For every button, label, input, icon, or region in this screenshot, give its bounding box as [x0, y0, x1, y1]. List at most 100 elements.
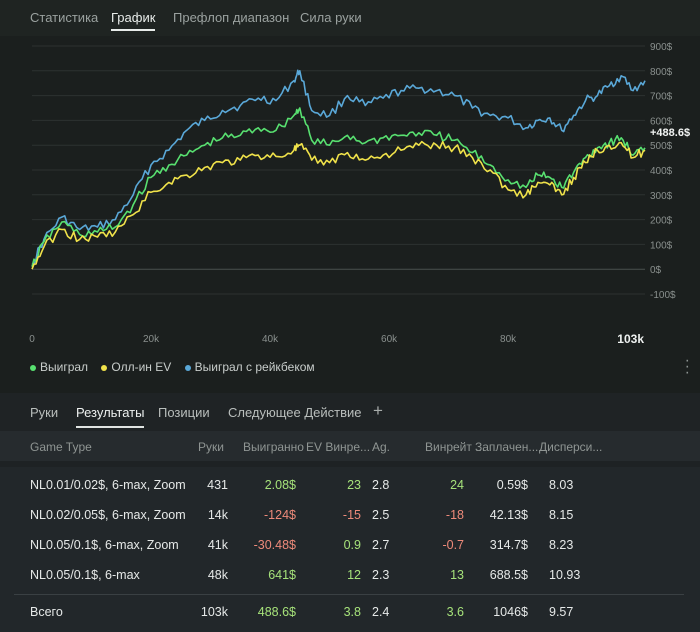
top-tab-bar: Статистика График Префлоп диапазон Сила … — [0, 0, 700, 36]
cell-won: -30.48$ — [253, 538, 296, 552]
cell-winrate: 13 — [450, 568, 464, 582]
cell-game-type: Всего — [30, 605, 63, 619]
cell-aggression: 2.3 — [372, 568, 390, 582]
cell-paid: 42.13$ — [489, 508, 528, 522]
cell-paid: 1046$ — [493, 605, 528, 619]
cell-dispersion: 10.93 — [549, 568, 581, 582]
legend-item-won[interactable]: Выиграл — [30, 360, 88, 374]
more-options-icon[interactable]: · · · — [684, 352, 690, 381]
x-tick-label: 20k — [143, 334, 160, 345]
cell-game-type: NL0.05/0.1$, 6-max — [30, 568, 140, 582]
y-tick-label: 100$ — [650, 240, 673, 251]
cell-paid: 0.59$ — [496, 478, 528, 492]
cell-hands: 41k — [207, 538, 228, 552]
series-line-1 — [31, 107, 646, 267]
tab-results[interactable]: Результаты — [76, 405, 145, 428]
add-tab-button[interactable]: + — [373, 401, 383, 420]
x-tick-label: 40k — [262, 334, 279, 345]
legend-label: Выиграл с рейкбеком — [194, 360, 315, 374]
cell-dispersion: 8.23 — [549, 538, 574, 552]
x-tick-label-current: 103k — [617, 332, 644, 346]
total-divider — [14, 594, 684, 595]
y-tick-label: 800$ — [650, 67, 673, 78]
legend-label: Выиграл — [40, 360, 89, 374]
col-header-paid[interactable]: Заплачен... — [475, 440, 539, 454]
tab-next-action[interactable]: Следующее Действие — [228, 405, 362, 420]
tab-positions[interactable]: Позиции — [158, 405, 210, 420]
cell-hands: 103k — [200, 605, 228, 619]
table-row[interactable]: NL0.01/0.02$, 6-max, Zoom 431 2.08$ 23 2.8 24… — [0, 469, 700, 499]
table-row[interactable]: NL0.05/0.1$, 6-max, Zoom 41k -30.48$ 0.9 2.7… — [0, 529, 700, 559]
table-row[interactable]: NL0.02/0.05$, 6-max, Zoom 14k -124$ -15 2.5 -… — [0, 499, 700, 529]
cell-aggression: 2.4 — [372, 605, 390, 619]
y-tick-label: 300$ — [650, 191, 673, 202]
cell-ev-winrate: 23 — [347, 478, 361, 492]
y-tick-label: 500$ — [650, 141, 673, 152]
y-tick-label: 900$ — [650, 42, 673, 53]
cell-aggression: 2.8 — [372, 478, 390, 492]
cell-winrate: -18 — [445, 508, 464, 522]
cell-dispersion: 9.57 — [549, 605, 574, 619]
results-panel: Руки Результаты Позиции Следующее Действ… — [0, 393, 700, 632]
cell-dispersion: 8.03 — [549, 478, 574, 492]
col-header-won[interactable]: Выигранно — [243, 440, 304, 454]
cell-won: 641$ — [268, 568, 296, 582]
cell-dispersion: 8.15 — [549, 508, 574, 522]
col-header-hands[interactable]: Руки — [198, 440, 224, 454]
table-row[interactable]: NL0.05/0.1$, 6-max 48k 641$ 12 2.3 13 688.5$ 10… — [0, 559, 700, 589]
table-header-row — [0, 431, 700, 461]
legend-dot-icon — [184, 364, 191, 371]
y-tick-label: 600$ — [650, 116, 673, 127]
cell-hands: 48k — [207, 568, 228, 582]
cell-winrate: 3.6 — [446, 605, 464, 619]
cell-ev-winrate: 3.8 — [343, 605, 361, 619]
cell-game-type: NL0.02/0.05$, 6-max, Zoom — [30, 508, 186, 522]
cell-ev-winrate: -15 — [342, 508, 361, 522]
col-header-winrate[interactable]: Винрейт ... — [425, 440, 486, 454]
col-header-ev-winrate[interactable]: EV Винре... — [306, 440, 371, 454]
cell-aggression: 2.7 — [372, 538, 390, 552]
legend-dot-icon — [30, 364, 36, 371]
legend-dot-icon — [101, 364, 108, 371]
table-total-row[interactable]: Всего 103k 488.6$ 3.8 2.4 3.6 1046$ 9.57 — [0, 596, 700, 626]
tab-statistics[interactable]: Статистика — [30, 10, 99, 25]
x-tick-label: 60k — [381, 334, 398, 345]
legend-item-allin-ev[interactable]: Олл-ин EV — [101, 360, 171, 374]
y-tick-label: 200$ — [650, 216, 673, 227]
cell-winrate: 24 — [450, 478, 464, 492]
series-line-2 — [31, 140, 646, 270]
tab-hands[interactable]: Руки — [30, 405, 59, 420]
chart-svg: 900$ 800$ 700$ 600$ 500$ 400$ 300$ 200$ 100$ 0$ -1… — [29, 42, 690, 346]
cell-won: 2.08$ — [264, 478, 296, 492]
x-tick-label: 0 — [29, 334, 35, 345]
current-value-label: +488.6$ — [650, 127, 690, 139]
cell-aggression: 2.5 — [372, 508, 390, 522]
cell-game-type: NL0.05/0.1$, 6-max, Zoom — [30, 538, 179, 552]
cell-ev-winrate: 12 — [347, 568, 361, 582]
y-tick-label: 700$ — [650, 92, 673, 103]
y-tick-label: 0$ — [650, 265, 662, 276]
cell-won: -124$ — [264, 508, 296, 522]
x-tick-label: 80k — [500, 334, 517, 345]
y-tick-label: 400$ — [650, 166, 673, 177]
cell-paid: 688.5$ — [489, 568, 528, 582]
bottom-tab-bar: Руки Результаты Позиции Следующее Действ… — [0, 393, 700, 431]
table-header-shadow — [0, 461, 700, 467]
series-line-0 — [31, 69, 646, 265]
col-header-dispersion[interactable]: Дисперси... — [539, 440, 603, 454]
cell-game-type: NL0.01/0.02$, 6-max, Zoom — [30, 478, 186, 492]
tab-graph[interactable]: График — [111, 10, 156, 31]
tab-hand-strength[interactable]: Сила руки — [300, 10, 362, 25]
cell-winrate: -0.7 — [442, 538, 464, 552]
y-tick-label: -100$ — [650, 290, 676, 301]
legend-item-won-rakeback[interactable]: Выиграл с рейкбеком — [184, 360, 315, 374]
col-header-game-type[interactable]: Game Type — [30, 440, 92, 454]
cell-paid: 314.7$ — [489, 538, 528, 552]
winnings-chart: 900$ 800$ 700$ 600$ 500$ 400$ 300$ 200$ 100$ 0$ -1… — [0, 36, 700, 352]
col-header-aggression[interactable]: Ag. — [372, 440, 391, 454]
chart-legend: Выиграл Олл-ин EV Выиграл с рейкбеком — [30, 360, 325, 374]
cell-hands: 14k — [207, 508, 228, 522]
cell-won: 488.6$ — [257, 605, 296, 619]
legend-label: Олл-ин EV — [111, 360, 172, 374]
tab-preflop-range[interactable]: Префлоп диапазон — [173, 10, 290, 25]
